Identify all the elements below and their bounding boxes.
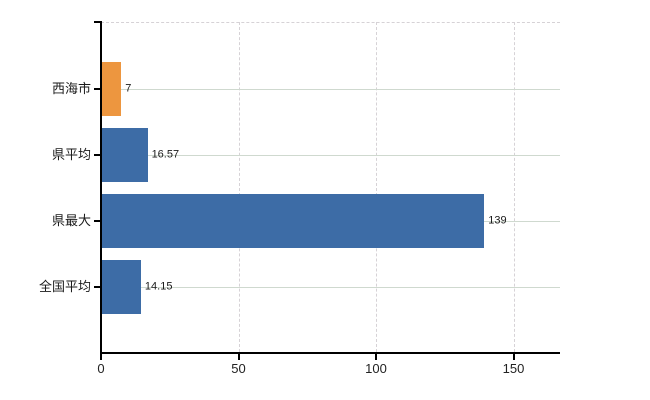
x-tick-label: 50 <box>231 361 246 376</box>
x-axis-tick <box>237 354 240 360</box>
vertical-gridline <box>238 22 240 352</box>
y-axis-top-tick <box>94 21 101 23</box>
x-axis-tick <box>512 354 515 360</box>
x-axis-line <box>100 352 560 354</box>
bar-1 <box>102 62 122 116</box>
x-axis-tick <box>375 354 377 360</box>
vertical-gridline <box>376 22 377 352</box>
x-tick-label: 150 <box>502 361 525 376</box>
horizontal-gridline <box>102 287 560 288</box>
bar-value-label: 7 <box>125 82 132 95</box>
x-axis-tick <box>100 354 102 360</box>
bar-value-label: 139 <box>488 214 507 227</box>
bar-3 <box>102 194 485 248</box>
bar-value-label: 14.15 <box>144 280 173 293</box>
bar-4 <box>102 260 141 314</box>
x-tick-label: 100 <box>365 361 387 376</box>
y-axis-tick <box>94 154 101 156</box>
y-axis-tick <box>94 286 101 288</box>
x-tick-label: 0 <box>97 361 105 376</box>
y-axis-tick <box>94 220 101 222</box>
category-label: 西海市 <box>51 81 91 97</box>
category-label: 全国平均 <box>38 279 91 295</box>
horizontal-gridline <box>102 89 560 90</box>
plot-area-top-border <box>101 22 560 23</box>
bar-2 <box>102 128 148 182</box>
y-axis-tick <box>94 88 101 90</box>
y-axis-line <box>100 21 102 353</box>
vertical-gridline <box>513 22 515 352</box>
horizontal-gridline <box>102 155 560 156</box>
category-label: 県最大 <box>51 213 91 229</box>
category-label: 県平均 <box>51 147 91 163</box>
bar-value-label: 16.57 <box>151 148 180 161</box>
